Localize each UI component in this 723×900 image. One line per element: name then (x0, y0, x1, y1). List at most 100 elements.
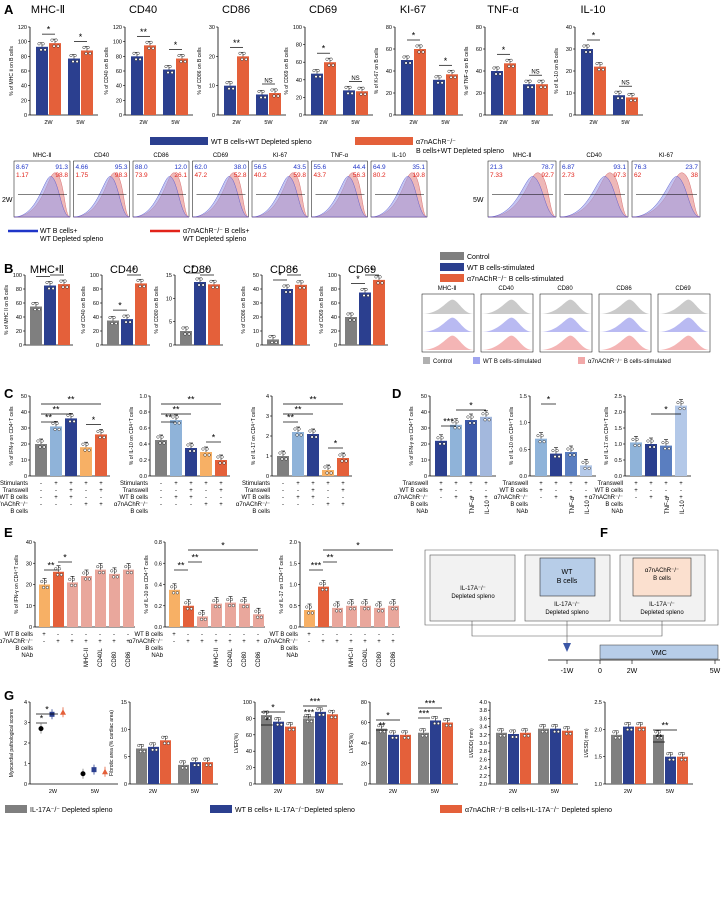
panelD-bar-dot (648, 445, 652, 449)
panelC-bar-dot (295, 433, 299, 437)
panelA-bar-wt-dot (618, 90, 622, 94)
panelE-sig: ** (177, 561, 185, 571)
panelG-chart-tick-label: 3 (24, 721, 27, 727)
panelG-bar-dot (382, 730, 386, 734)
panelC-row-value: + (84, 502, 88, 508)
panelA-bar-ko (176, 58, 188, 115)
panelD-bar-dot (555, 449, 559, 453)
panelG-bar-dot (403, 736, 407, 740)
panelA-bar-wt-dot (132, 51, 136, 55)
panelC-bar-dot (102, 435, 106, 439)
panelD-chart-tick-label: 50 (421, 394, 427, 400)
panelE-row-value: + (321, 639, 325, 645)
panelE-bar-dot (59, 573, 63, 577)
panelG-chart-tick-label: 5 (124, 755, 127, 761)
panelA-bar-ko (414, 49, 426, 115)
panelE-nab-label: MHC-II (349, 648, 355, 667)
panelE-nab-label: CD40L (98, 648, 104, 667)
panelG-bar-dot (161, 735, 165, 739)
panelA-bar-ko-dot (453, 75, 457, 79)
panelA-group-label: 2W (499, 120, 508, 126)
panelA-sig: NS (351, 76, 359, 82)
panelE-bar-dot (245, 605, 249, 609)
panelE-bar-dot (352, 607, 356, 611)
panelB-chart-tick-label: 100 (13, 273, 22, 279)
flow-2w-blue-left: 55.6 (314, 164, 327, 171)
panelF-vmc-label: VMC (651, 650, 667, 657)
panelA-bar-wt-dot (620, 96, 624, 100)
panelB-sig: * (132, 266, 136, 276)
panelD-bar-dot (682, 407, 686, 411)
panelB-chart-y-label: % of CD69 on B cells (319, 286, 325, 334)
panelC-row-label: α7nAChR⁻/⁻ (114, 502, 148, 508)
panelE-bar-dot (198, 611, 202, 615)
panelD-bar-dot (485, 412, 489, 416)
panelG-bar-dot (321, 713, 325, 717)
panelG-chart-tick-label: 3.0 (479, 741, 487, 747)
panelA-title: CD86 (222, 4, 250, 16)
panelC-row-value: - (297, 488, 299, 494)
panelC-bar-dot (323, 465, 327, 469)
panelB-chart-tick-label: 20 (331, 329, 337, 335)
panelE-bar (95, 569, 106, 627)
panelG-chart-tick-label: 60 (246, 733, 252, 739)
panelG-group-label: 2W (149, 789, 158, 795)
panelC-chart-tick-label: 1.0 (139, 394, 147, 400)
panelG-bar-dot (629, 728, 633, 732)
flow-legend-wt: WT B cells+ (40, 228, 77, 235)
panelE-bar-dot (124, 565, 128, 569)
panelC-bar-dot (299, 433, 303, 437)
panelG-chart-y-label: LVESD( mm) (584, 728, 590, 757)
panelE-bar-dot (186, 607, 190, 611)
panelA-bar-ko-dot (597, 68, 601, 72)
panelE-bar (304, 610, 315, 627)
panelC-bar-dot (42, 445, 46, 449)
panelB-bar-dot (298, 286, 302, 290)
panelG-bar-dot (497, 728, 501, 732)
panelG-bar (376, 728, 387, 784)
panelA-bar-wt-dot (408, 61, 412, 65)
panelC-row-value: + (84, 481, 88, 487)
panelC-chart-y-label: % of IL-10 on CD4⁺T cells (129, 406, 135, 465)
panelG-chart-y-label: Myocardial pathological scores (9, 708, 15, 777)
panelG-bar (623, 726, 634, 784)
panelB-chart-tick-label: 100 (328, 273, 337, 279)
flow-5w-title: KI-67 (659, 153, 674, 159)
panelG-bar-dot (641, 728, 645, 732)
panelD-row-label: Transwell (598, 481, 623, 487)
panelB-bar (295, 284, 307, 345)
panelC-row-label: Transwell (3, 488, 28, 494)
panelD-row-value: + (569, 495, 573, 501)
panelG-bar-dot (563, 726, 567, 730)
panelG-bar-dot (615, 730, 619, 734)
panelD-bar-dot (680, 401, 684, 405)
panelD-chart-tick-label: 1.0 (614, 442, 622, 448)
panelA-bar-wt (581, 49, 593, 115)
panelC-bar-dot (186, 443, 190, 447)
panelF-ko-label: α7nAChR⁻/⁻ (645, 568, 679, 574)
panelA-bar-wt-dot (614, 90, 618, 94)
panelE-row-value: + (307, 632, 311, 638)
panelG-bar-dot (193, 763, 197, 767)
panelC-row-value: + (296, 481, 300, 487)
panelD-chart-tick-label: 40 (421, 410, 427, 416)
panelB-chart-y-label: % of CD86 on B cells (241, 286, 247, 334)
panelB-bar-dot (213, 279, 217, 283)
panelG-bar-dot (669, 752, 673, 756)
panelD-row-label: α7nAChR⁻/⁻ (394, 495, 428, 501)
panelG-bar (148, 746, 159, 784)
flow-2w-red-left: 40.2 (254, 172, 267, 179)
panelE-sig: *** (311, 561, 322, 571)
panelE-row-value: + (70, 639, 74, 645)
panelD-row-value: - (455, 488, 457, 494)
panelC-row-value: + (54, 495, 58, 501)
panelG-sig: * (265, 716, 269, 726)
flow-2w-blue-right: 35.1 (412, 164, 425, 171)
panelC-bar (337, 458, 349, 476)
panelE-chart-tick-label: 0.8 (154, 540, 162, 546)
panelG-bar-dot (683, 758, 687, 762)
panelD-bar-dot (667, 447, 671, 451)
panelA-bar-ko (81, 50, 93, 115)
panelB-bar-dot (352, 318, 356, 322)
panelB-bar-dot (350, 312, 354, 316)
